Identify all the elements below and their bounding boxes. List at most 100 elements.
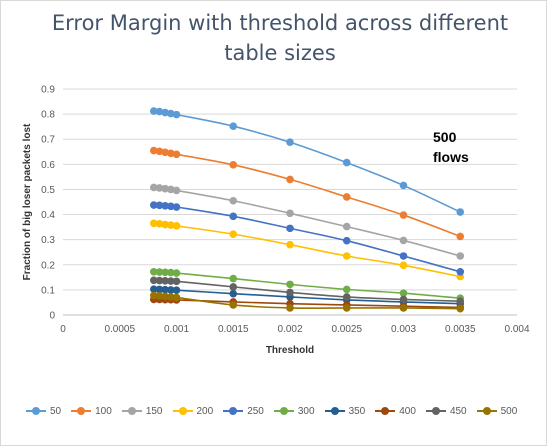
legend-swatch [375, 407, 396, 415]
data-point-350 [161, 285, 169, 294]
x-tick-label: 0.0005 [104, 324, 135, 335]
data-point-350 [167, 286, 175, 294]
data-point-200 [172, 222, 181, 230]
legend-swatch [121, 407, 142, 415]
y-axis: 0 0.1 0.2 0.3 0.4 0.5 0.6 0.7 0.8 0.9 [41, 85, 55, 322]
data-point-200 [286, 240, 294, 249]
legend-item-500: 500 [476, 405, 518, 417]
legend-swatch [324, 407, 345, 415]
x-tick-label: 0.003 [391, 324, 416, 335]
data-point-500 [456, 304, 465, 313]
legend-item-200: 200 [172, 406, 213, 417]
data-point-150 [229, 196, 238, 205]
data-point-100 [150, 146, 158, 155]
data-point-300 [172, 269, 181, 277]
data-point-250 [399, 252, 408, 260]
legend-label: 350 [348, 405, 366, 417]
data-point-100 [161, 148, 169, 157]
data-point-150 [342, 222, 351, 231]
x-tick-label: 0.0015 [218, 324, 249, 335]
data-point-500 [399, 304, 408, 312]
data-point-500 [172, 293, 181, 302]
y-tick-label: 0.9 [41, 85, 55, 96]
gridlines [63, 88, 517, 316]
series-line-50 [153, 110, 461, 213]
data-point-200 [155, 220, 164, 228]
legend-item-250: 250 [223, 406, 264, 417]
data-point-150 [399, 236, 408, 245]
legend-item-100: 100 [71, 406, 112, 417]
y-tick-label: 0.7 [41, 135, 55, 146]
data-point-100 [342, 193, 351, 201]
y-tick-label: 0.5 [41, 185, 55, 196]
data-point-50 [155, 107, 164, 116]
data-point-50 [456, 208, 465, 216]
data-point-300 [161, 268, 169, 277]
data-point-250 [167, 202, 175, 211]
data-point-350 [155, 285, 164, 294]
data-point-250 [155, 201, 164, 210]
data-point-450 [161, 277, 169, 285]
data-point-100 [399, 211, 408, 219]
data-point-100 [286, 175, 294, 184]
data-point-250 [456, 268, 465, 276]
legend-item-400: 400 [375, 406, 416, 417]
legend-swatch [476, 407, 497, 415]
legend-item-50: 50 [26, 406, 61, 417]
data-point-300 [342, 285, 351, 294]
legend-label: 300 [297, 405, 315, 417]
y-tick-label: 0.6 [41, 160, 55, 171]
legend-label: 500 [500, 405, 518, 417]
legend-swatch [26, 407, 46, 415]
data-point-100 [229, 161, 238, 169]
data-point-200 [167, 221, 175, 229]
data-point-50 [150, 107, 158, 115]
y-tick-label: 0 [49, 311, 55, 322]
y-tick-label: 0.8 [41, 110, 55, 121]
data-point-350 [229, 289, 238, 298]
data-point-500 [150, 291, 158, 300]
data-point-500 [286, 304, 294, 312]
data-point-500 [161, 292, 169, 301]
y-tick-label: 0.2 [41, 260, 55, 271]
legend-label: 250 [247, 405, 264, 417]
data-point-500 [155, 292, 164, 300]
data-point-450 [342, 293, 351, 301]
data-point-100 [155, 147, 164, 156]
data-point-450 [399, 295, 408, 304]
data-point-200 [161, 220, 169, 229]
data-point-450 [150, 276, 158, 285]
data-point-300 [167, 268, 175, 277]
x-tick-label: 0.0025 [331, 324, 362, 335]
data-point-350 [172, 286, 181, 294]
data-point-250 [342, 236, 351, 245]
data-point-300 [150, 268, 158, 276]
data-point-150 [150, 183, 158, 192]
legend-label: 150 [145, 405, 163, 417]
data-point-50 [229, 122, 238, 130]
y-tick-label: 0.3 [41, 235, 55, 246]
legend-swatch [273, 407, 294, 415]
series-line-100 [153, 149, 461, 238]
data-point-450 [172, 277, 181, 286]
data-point-200 [229, 230, 238, 238]
data-point-100 [167, 149, 175, 158]
data-point-200 [150, 219, 158, 228]
y-axis-label: Fraction of big loser packets lost [22, 123, 33, 280]
data-point-250 [286, 224, 294, 233]
series-lines [153, 110, 461, 310]
data-point-250 [229, 212, 238, 221]
legend-swatch [425, 407, 446, 415]
data-point-200 [399, 261, 408, 270]
data-point-300 [286, 280, 294, 289]
data-point-450 [229, 283, 238, 291]
data-point-250 [150, 201, 158, 209]
data-point-50 [342, 158, 351, 167]
legend-label: 100 [95, 405, 112, 417]
legend-label: 400 [399, 405, 416, 417]
data-point-150 [172, 186, 181, 195]
data-point-100 [172, 150, 181, 159]
data-point-50 [172, 110, 181, 119]
data-point-150 [456, 252, 465, 260]
